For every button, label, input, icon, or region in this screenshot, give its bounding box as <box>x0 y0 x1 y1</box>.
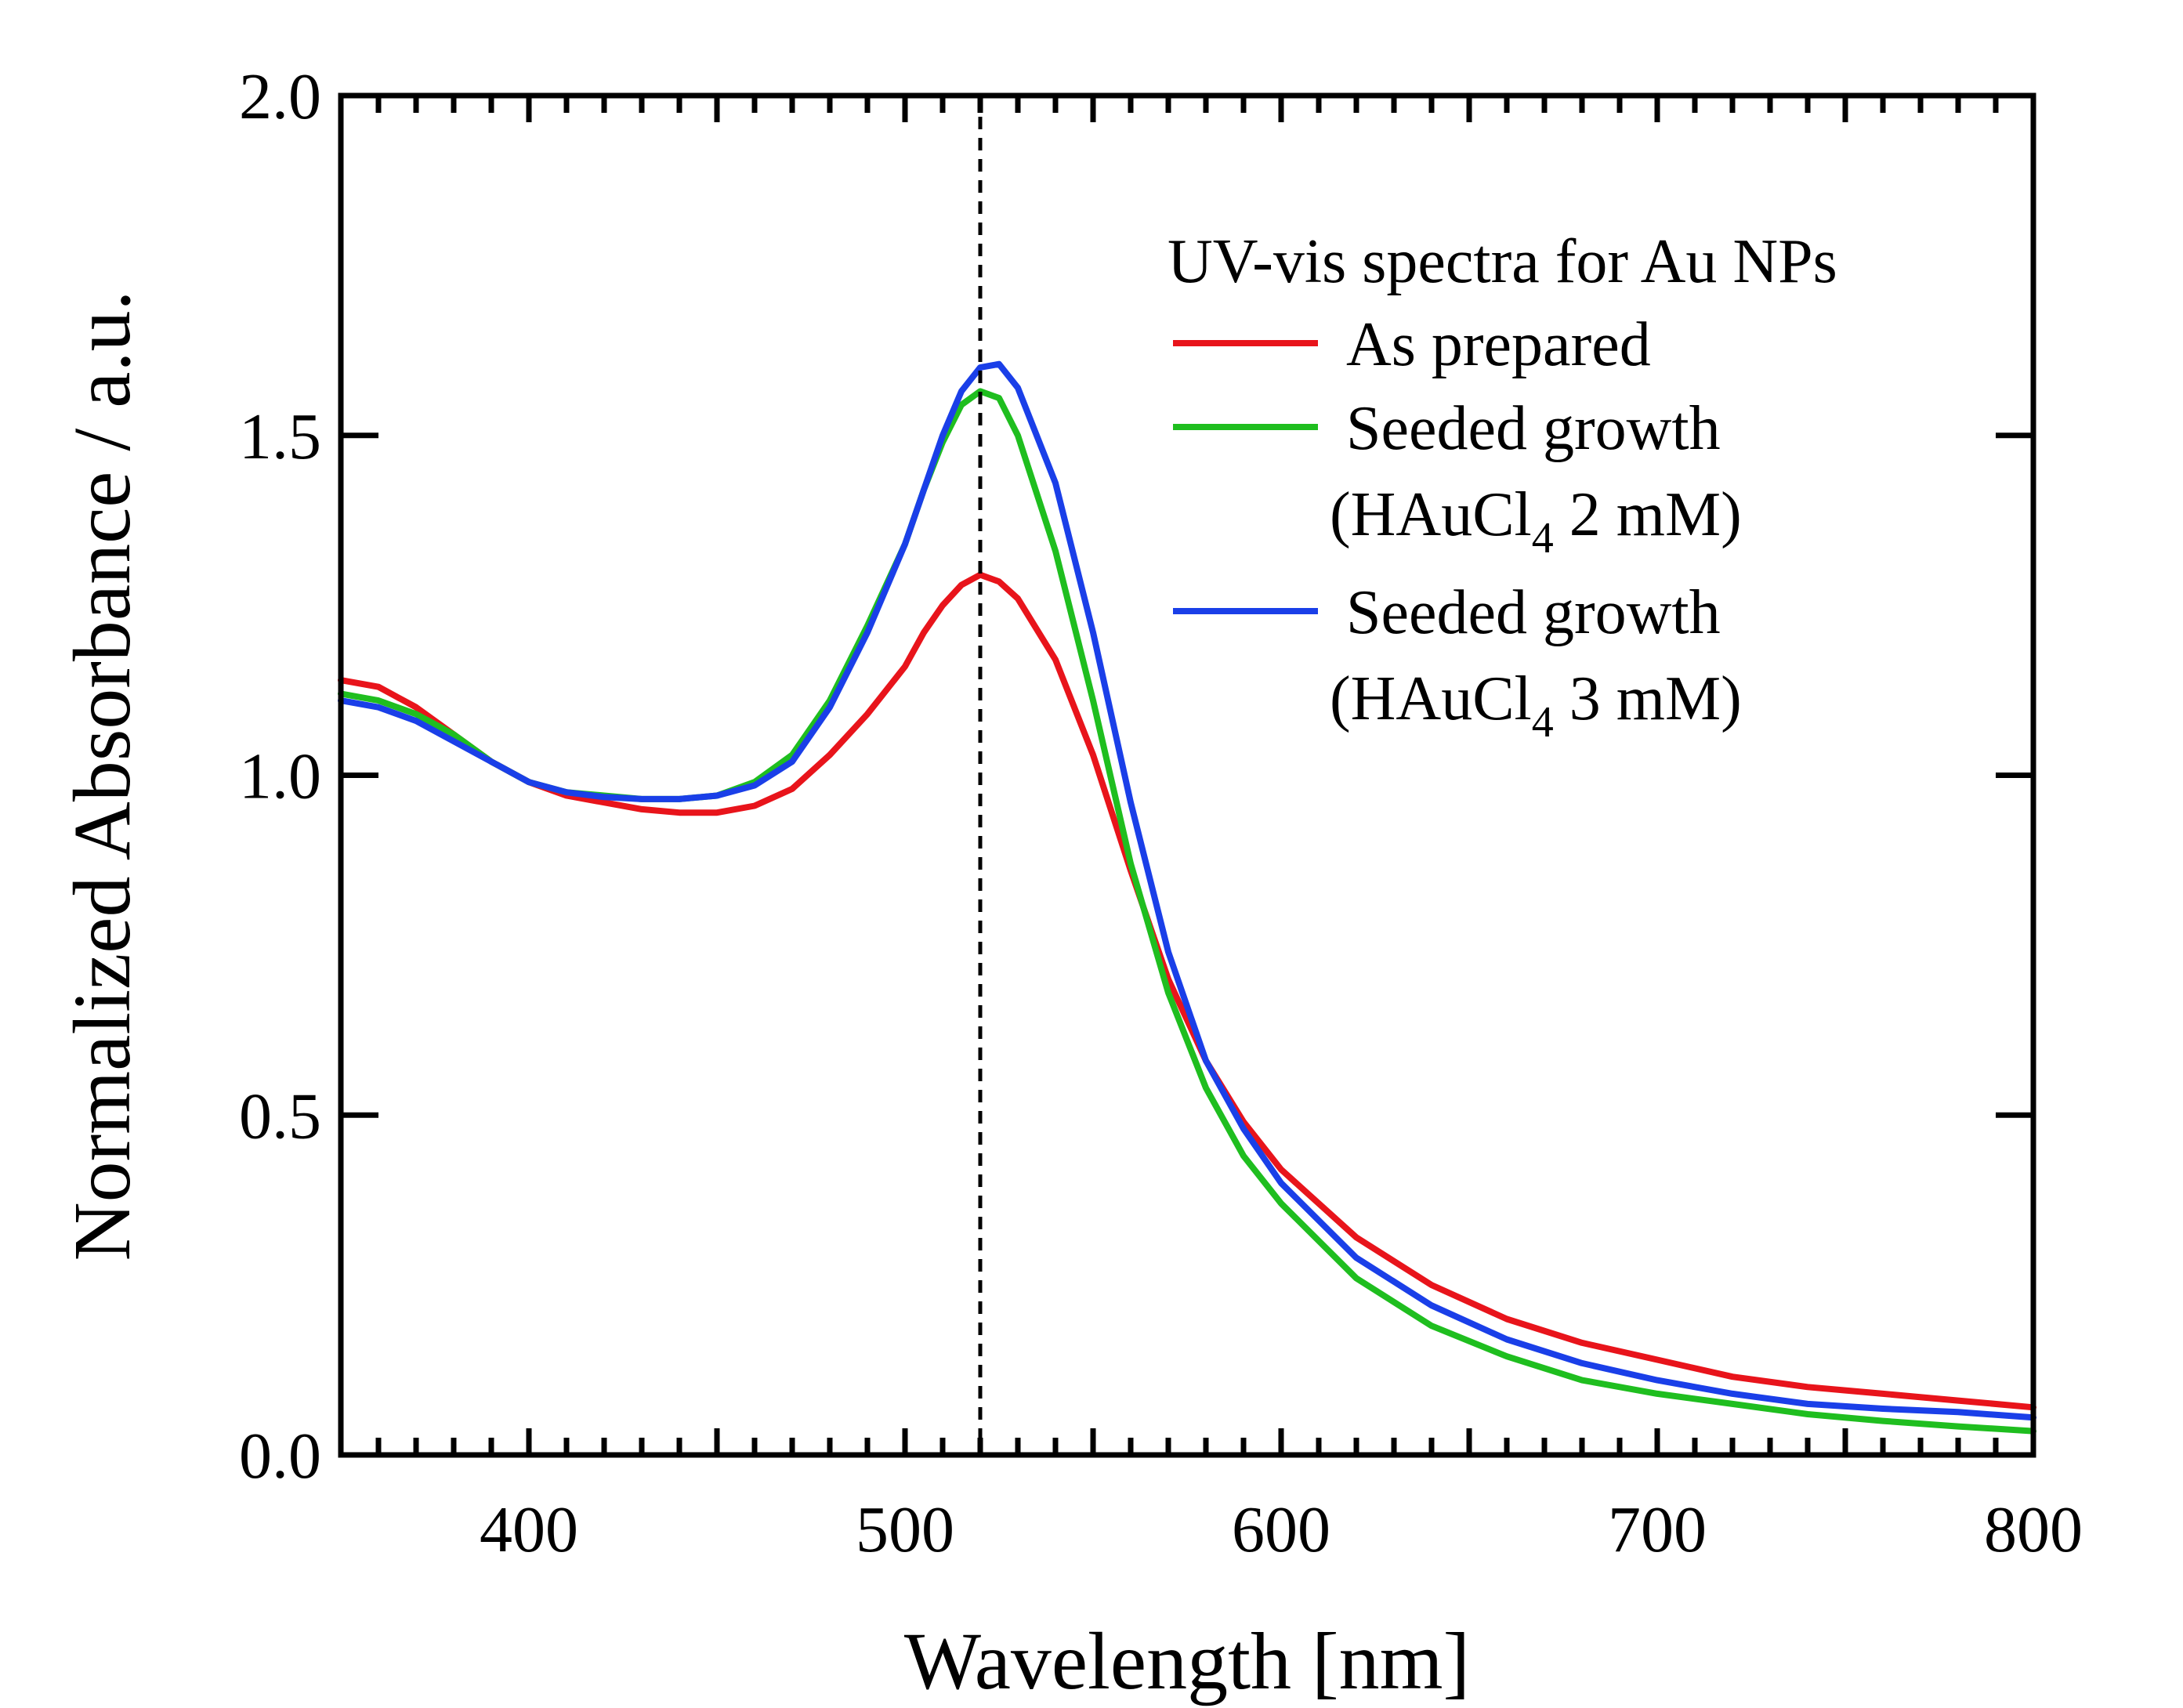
x-tick-label: 600 <box>1232 1493 1330 1566</box>
legend-title: UV-vis spectra for Au NPs <box>1168 227 1837 296</box>
curves-layer <box>338 360 2036 1435</box>
plot-frame <box>338 92 2036 1458</box>
y-tick-label: 1.5 <box>239 400 321 473</box>
legend-conc-3mm-prefix: (HAuCl <box>1330 664 1532 733</box>
legend-conc-3mm-sub: 4 <box>1532 698 1554 747</box>
x-tick-label: 700 <box>1608 1493 1707 1566</box>
y-tick-label: 1.0 <box>239 740 321 813</box>
legend-conc-2mm-prefix: (HAuCl <box>1330 480 1532 549</box>
legend-label-as-prepared: As prepared <box>1346 310 1651 379</box>
legend-conc-2mm-sub: 4 <box>1532 514 1554 563</box>
y-tick-label: 0.0 <box>239 1420 321 1493</box>
legend-label-seeded-3mm-conc: (HAuCl4 3 mM) <box>1330 664 1742 747</box>
x-tick-label: 500 <box>856 1493 954 1566</box>
legend: UV-vis spectra for Au NPs As prepared Se… <box>1168 227 1837 747</box>
legend-label-seeded-3mm: Seeded growth <box>1346 578 1721 647</box>
legend-conc-3mm-rest: 3 mM) <box>1554 664 1742 733</box>
ticks-layer <box>338 92 2036 1458</box>
x-axis-label: Wavelength [nm] <box>904 1616 1470 1706</box>
legend-label-seeded-2mm: Seeded growth <box>1346 394 1721 463</box>
y-tick-label: 2.0 <box>239 60 321 133</box>
y-axis-label: Normalized Absorbance / a.u. <box>57 291 147 1261</box>
series-line-1 <box>338 388 2036 1435</box>
x-tick-label: 800 <box>1984 1493 2083 1566</box>
x-tick-label: 400 <box>480 1493 578 1566</box>
y-tick-label: 0.5 <box>239 1080 321 1153</box>
series-line-0 <box>338 571 2036 1411</box>
legend-conc-2mm-rest: 2 mM) <box>1554 480 1742 549</box>
series-line-2 <box>338 360 2036 1421</box>
tick-label-layer: 400 500 600 700 800 0.0 0.5 1.0 1.5 2.0 <box>239 60 2083 1566</box>
legend-label-seeded-2mm-conc: (HAuCl4 2 mM) <box>1330 480 1742 563</box>
